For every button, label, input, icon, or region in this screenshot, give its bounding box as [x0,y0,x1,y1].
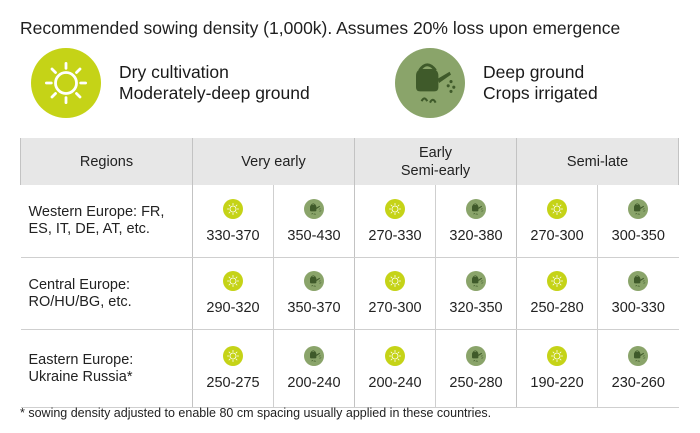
density-value: 270-300 [530,227,584,244]
density-value: 270-330 [368,227,422,244]
header-semi-late: Semi-late [516,138,680,185]
irrigated-density-cell: 200-240 [272,329,355,408]
irrigated-density-cell: 320-350 [435,257,517,330]
legend-irrigated-line2: Crops irrigated [483,83,598,103]
watering-can-icon [395,48,465,118]
region-name-line: Central Europe: [28,276,131,293]
watering-can-icon [466,346,486,366]
dry-density-cell: 190-220 [516,329,598,408]
table-row: Western Europe: FR, ES, IT, DE, AT, etc. 3… [20,185,679,258]
density-value: 250-275 [206,375,260,391]
watering-can-icon [466,199,486,219]
sun-icon [547,271,567,291]
irrigated-density-cell: 300-330 [597,257,679,330]
density-value: 320-380 [449,227,503,244]
density-value: 230-260 [611,375,665,391]
legend-irrigated-line1: Deep ground [483,62,585,82]
density-value: 350-370 [287,300,341,316]
sun-icon [547,346,567,366]
sun-icon [223,346,243,366]
density-value: 350-430 [287,227,341,244]
irrigated-density-cell: 300-350 [597,185,679,258]
dry-density-cell: 200-240 [354,329,436,408]
dry-density-cell: 250-280 [516,257,598,330]
dry-density-cell: 330-370 [192,185,274,258]
density-value: 270-300 [368,300,422,316]
region-name-line: ES, IT, DE, AT, etc. [28,221,150,237]
density-value: 200-240 [287,375,341,391]
legend-irrigated: Deep ground Crops irrigated [395,48,598,118]
density-value: 290-320 [206,300,260,316]
watering-can-icon [628,346,648,366]
region-cell: Central Europe: RO/HU/BG, etc. [20,257,193,330]
region-cell: Eastern Europe: Ukraine Russia* [20,329,193,408]
sun-icon [223,271,243,291]
sun-icon [547,199,567,219]
density-value: 250-280 [449,375,503,391]
header-very-early: Very early [191,138,356,185]
density-value: 190-220 [530,375,584,391]
sun-icon [223,199,243,219]
watering-can-icon [304,199,324,219]
region-name-line: Ukraine Russia* [28,368,133,385]
watering-can-icon [304,346,324,366]
table-row: Central Europe: RO/HU/BG, etc. 290-320 350-… [20,257,679,330]
density-value: 330-370 [206,227,260,244]
sun-icon [31,48,101,118]
dry-density-cell: 270-330 [354,185,436,258]
header-regions: Regions [20,138,193,185]
irrigated-density-cell: 320-380 [435,185,517,258]
sun-icon [385,271,405,291]
irrigated-density-cell: 230-260 [597,329,679,408]
header-early-semi-early: Early Semi-early [354,138,518,185]
irrigated-density-cell: 350-430 [272,185,355,258]
density-value: 300-350 [611,227,665,244]
region-cell: Western Europe: FR, ES, IT, DE, AT, etc. [20,185,193,258]
density-value: 250-280 [530,300,584,316]
irrigated-density-cell: 250-280 [435,329,517,408]
footnote: * sowing density adjusted to enable 80 c… [20,406,492,420]
density-value: 200-240 [368,375,422,391]
region-name-line: Eastern Europe: [28,351,134,368]
header-early: Early [419,144,453,161]
watering-can-icon [466,271,486,291]
irrigated-density-cell: 350-370 [272,257,355,330]
sowing-density-table: Regions Very early Early Semi-early Semi… [20,138,680,408]
legend-dry-line1: Dry cultivation [119,62,229,82]
sun-icon [385,199,405,219]
watering-can-icon [628,271,648,291]
sun-icon [385,346,405,366]
density-value: 320-350 [449,300,503,316]
density-value: 300-330 [611,300,665,316]
legend-dry-cultivation: Dry cultivation Moderately-deep ground [31,48,310,118]
dry-density-cell: 270-300 [354,257,436,330]
region-name-line: Western Europe: FR, [28,204,165,220]
page-title: Recommended sowing density (1,000k). Ass… [20,18,621,38]
dry-density-cell: 290-320 [192,257,274,330]
table-header-row: Regions Very early Early Semi-early Semi… [20,138,680,185]
dry-density-cell: 250-275 [192,329,274,408]
dry-density-cell: 270-300 [516,185,598,258]
watering-can-icon [628,199,648,219]
table-row: Eastern Europe: Ukraine Russia* 250-275 200… [20,329,679,408]
header-semi-early: Semi-early [400,162,471,179]
legend-dry-line2: Moderately-deep ground [119,83,310,103]
region-name-line: RO/HU/BG, etc. [28,293,132,310]
watering-can-icon [304,271,324,291]
